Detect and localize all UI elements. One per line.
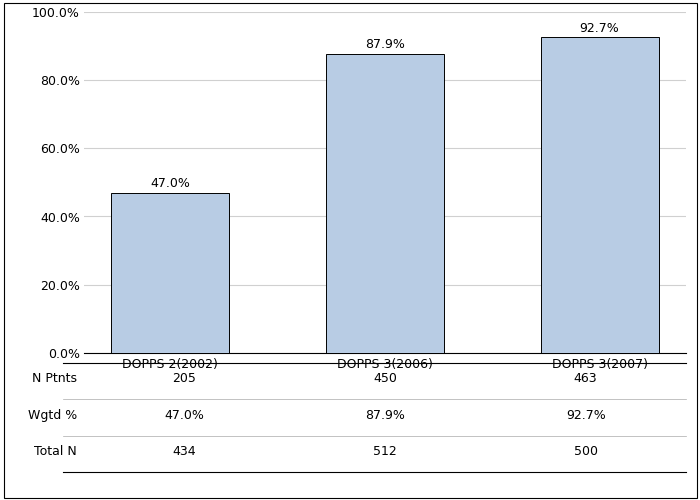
- Text: 205: 205: [172, 372, 196, 386]
- Text: Wgtd %: Wgtd %: [28, 409, 77, 422]
- Text: 87.9%: 87.9%: [365, 409, 405, 422]
- Text: 512: 512: [373, 446, 397, 458]
- Text: 92.7%: 92.7%: [566, 409, 606, 422]
- Text: 463: 463: [574, 372, 598, 386]
- Bar: [111, 192, 230, 352]
- Text: 47.0%: 47.0%: [150, 177, 190, 190]
- Text: 87.9%: 87.9%: [365, 38, 405, 51]
- Text: 450: 450: [373, 372, 397, 386]
- Bar: [326, 54, 444, 352]
- Text: 92.7%: 92.7%: [580, 22, 620, 35]
- Bar: [540, 38, 659, 352]
- Text: N Ptnts: N Ptnts: [32, 372, 77, 386]
- Text: 500: 500: [574, 446, 598, 458]
- Text: 434: 434: [172, 446, 196, 458]
- Text: 47.0%: 47.0%: [164, 409, 204, 422]
- Text: Total N: Total N: [34, 446, 77, 458]
